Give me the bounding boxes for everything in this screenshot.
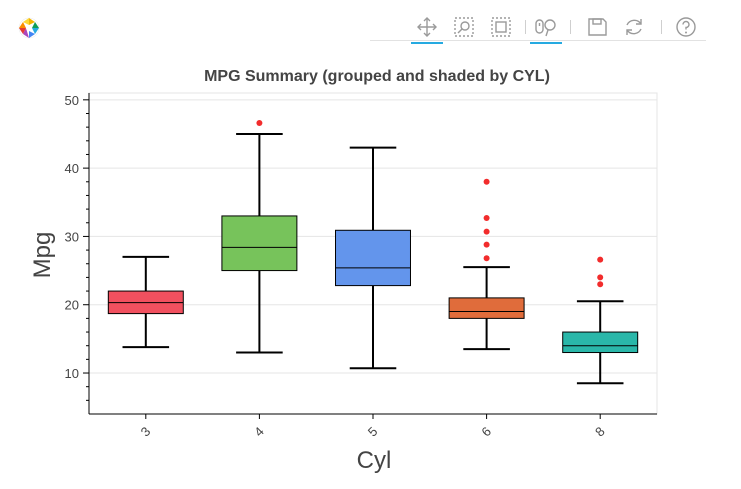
toolbar-underline xyxy=(370,40,706,41)
x-tick-label: 3 xyxy=(138,424,154,440)
save-icon[interactable] xyxy=(584,14,610,40)
box-group xyxy=(107,255,184,349)
x-tick-label: 4 xyxy=(251,424,267,440)
outlier-point xyxy=(483,255,490,262)
box-group xyxy=(448,178,525,351)
chart-title: MPG Summary (grouped and shaded by CYL) xyxy=(204,68,550,85)
bokeh-logo-icon[interactable] xyxy=(18,17,40,39)
y-tick-label: 10 xyxy=(65,366,79,381)
outlier-point xyxy=(483,178,490,185)
toolbar xyxy=(0,0,741,46)
outlier-point xyxy=(483,214,490,221)
box-group xyxy=(221,120,298,354)
box-series xyxy=(107,120,639,385)
y-tick-label: 50 xyxy=(65,93,79,108)
x-tick-label: 8 xyxy=(592,424,608,440)
x-axis-ticks: 3 4 5 6 8 xyxy=(138,414,608,440)
outlier-point xyxy=(597,256,604,263)
reset-icon[interactable] xyxy=(621,14,647,40)
wheel-zoom-icon[interactable] xyxy=(530,14,562,44)
help-icon[interactable] xyxy=(673,14,699,40)
y-axis-ticks: 10 20 30 40 50 xyxy=(65,93,89,401)
box-select-icon[interactable] xyxy=(488,14,514,40)
toolbar-divider xyxy=(525,20,526,34)
outlier-point xyxy=(597,281,604,288)
box-group xyxy=(335,146,411,370)
box xyxy=(448,297,525,319)
toolbar-divider xyxy=(661,20,662,34)
box-zoom-icon[interactable] xyxy=(451,14,477,40)
outlier-point xyxy=(597,274,604,281)
x-tick-label: 6 xyxy=(478,424,494,440)
outlier-point xyxy=(483,228,490,235)
x-tick-label: 5 xyxy=(365,424,381,440)
box xyxy=(562,331,639,354)
box xyxy=(221,215,298,272)
y-tick-label: 40 xyxy=(65,161,79,176)
outlier-point xyxy=(256,120,263,127)
outlier-point xyxy=(483,241,490,248)
y-tick-label: 30 xyxy=(65,229,79,244)
toolbar-divider xyxy=(570,20,571,34)
box-group xyxy=(562,256,639,385)
pan-icon[interactable] xyxy=(411,14,443,44)
y-axis-label: Mpg xyxy=(29,232,56,279)
y-tick-label: 20 xyxy=(65,298,79,313)
x-axis-label: Cyl xyxy=(357,447,392,474)
box xyxy=(335,229,411,287)
